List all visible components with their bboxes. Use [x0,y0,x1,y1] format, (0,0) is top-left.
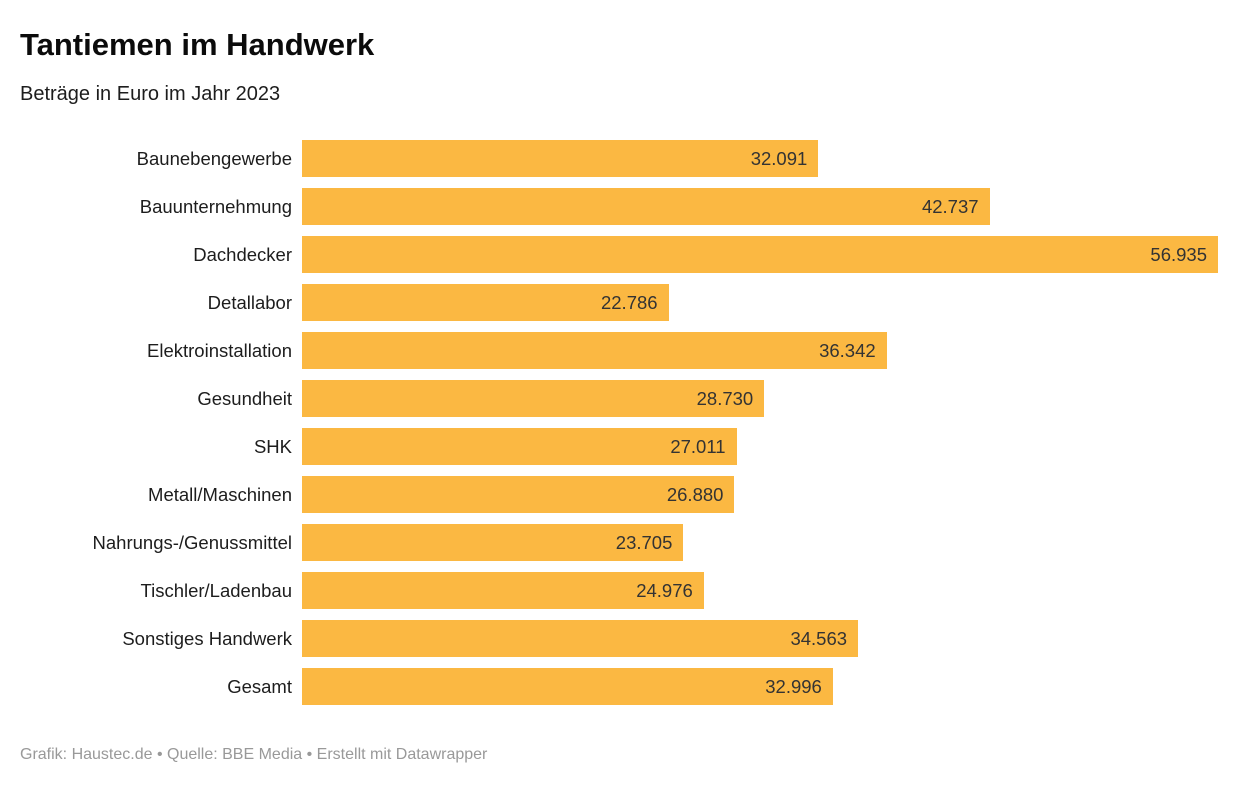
category-label: Detallabor [207,291,292,313]
bar-track: 34.563 [302,620,1218,658]
chart-footer: Grafik: Haustec.de • Quelle: BBE Media •… [20,745,488,763]
bar-row: Baunebengewerbe 32.091 [20,135,1218,183]
value-label: 23.705 [615,531,673,553]
category-label: Tischler/Ladenbau [140,579,292,601]
bar-track: 23.705 [302,524,1218,562]
value-label: 42.737 [921,195,979,217]
category-label: Nahrungs-/Genussmittel [92,531,292,553]
bar-track: 26.880 [302,476,1218,514]
category-label: Sonstiges Handwerk [122,627,292,649]
bar-track: 28.730 [302,380,1218,418]
bar-chart: Baunebengewerbe 32.091 Bauunternehmung 42.7… [20,135,1218,711]
bar: 32.996 [302,668,833,706]
bar-row: Nahrungs-/Genussmittel 23.705 [20,519,1218,567]
bar: 26.880 [302,476,735,514]
chart-subtitle: Beträge in Euro im Jahr 2023 [20,82,281,105]
bar-row: Sonstiges Handwerk 34.563 [20,615,1218,663]
value-label: 34.563 [790,627,848,649]
category-label: Metall/Maschinen [148,483,292,505]
bar-track: 22.786 [302,284,1218,322]
bar-track: 36.342 [302,332,1218,370]
bar-row: Detallabor 22.786 [20,279,1218,327]
bar: 22.786 [302,284,669,322]
bar-track: 56.935 [302,236,1218,274]
category-label: SHK [253,435,292,457]
bar-track: 24.976 [302,572,1218,610]
bar: 27.011 [302,428,737,466]
category-label: Dachdecker [193,243,292,265]
bar: 28.730 [302,380,765,418]
bar: 23.705 [302,524,684,562]
bar-track: 32.091 [302,140,1218,178]
bar: 36.342 [302,332,887,370]
value-label: 56.935 [1150,243,1207,265]
bar: 32.091 [302,140,819,178]
bar: 56.935 [302,236,1218,274]
value-label: 22.786 [600,291,658,313]
category-label: Gesundheit [197,387,292,409]
value-label: 26.880 [666,483,724,505]
value-label: 32.091 [750,147,808,169]
bar-track: 42.737 [302,188,1218,226]
bar-row: Bauunternehmung 42.737 [20,183,1218,231]
category-label: Gesamt [227,675,292,697]
bar-row: Gesundheit 28.730 [20,375,1218,423]
value-label: 24.976 [636,579,693,601]
value-label: 32.996 [765,675,822,697]
value-label: 36.342 [819,339,876,361]
bar: 34.563 [302,620,859,658]
value-label: 27.011 [670,435,726,457]
bar-track: 32.996 [302,668,1218,706]
value-label: 28.730 [696,387,754,409]
chart-title: Tantiemen im Handwerk [20,27,375,62]
category-label: Baunebengewerbe [136,147,292,169]
category-label: Elektroinstallation [147,339,292,361]
bar-row: Dachdecker 56.935 [20,231,1218,279]
bar: 24.976 [302,572,704,610]
bar-track: 27.011 [302,428,1218,466]
bar-row: Gesamt 32.996 [20,663,1218,711]
category-label: Bauunternehmung [139,195,292,217]
bar-row: Tischler/Ladenbau 24.976 [20,567,1218,615]
bar-row: Elektroinstallation 36.342 [20,327,1218,375]
bar: 42.737 [302,188,990,226]
bar-row: SHK 27.011 [20,423,1218,471]
bar-row: Metall/Maschinen 26.880 [20,471,1218,519]
